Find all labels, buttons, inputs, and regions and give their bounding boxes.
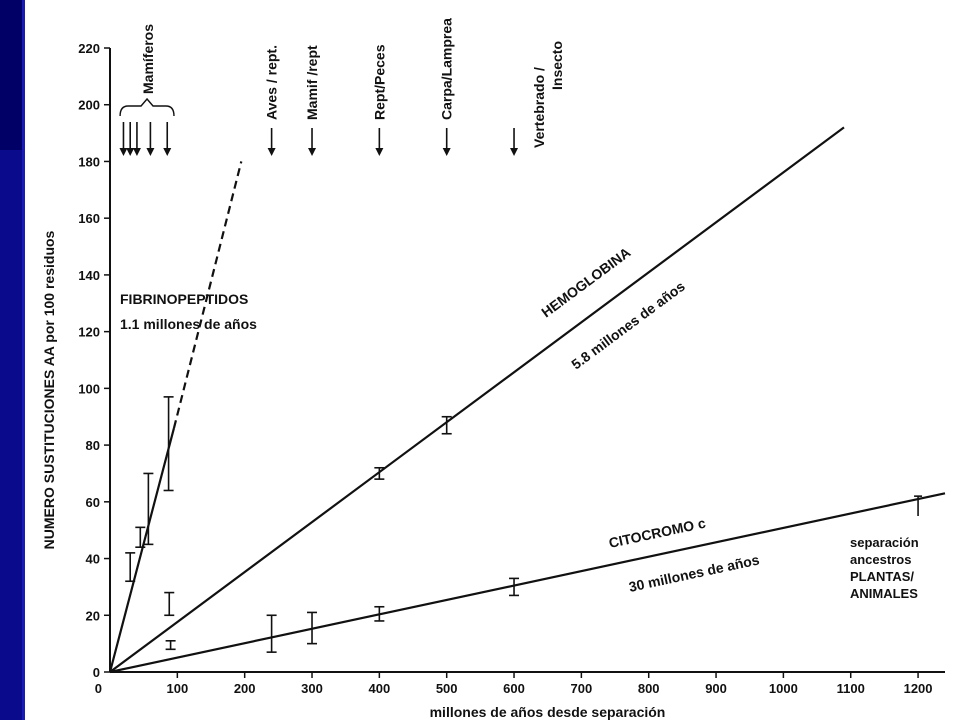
- event-arrow-head: [442, 148, 451, 156]
- series-rate-fibrinopeptidos: 1.1 millones de años: [120, 316, 257, 332]
- y-tick-label: 20: [86, 608, 100, 623]
- x-tick-label: 500: [436, 681, 458, 696]
- event-label: Vertebrado /: [531, 67, 547, 148]
- series-line-dashed-extension: [172, 161, 243, 429]
- mammal-label: Mamíferos: [140, 24, 156, 94]
- y-tick-label: 160: [78, 211, 100, 226]
- event-label: Mamif /rept: [304, 45, 320, 120]
- plant-animal-note-line: ancestros: [850, 552, 911, 567]
- series-line-2: [109, 126, 845, 673]
- mammal-arrow-head: [163, 148, 172, 156]
- event-label: Carpa/Lamprea: [439, 18, 455, 120]
- y-axis-title: NUMERO SUSTITUCIONES AA por 100 residuos: [41, 230, 57, 549]
- mammal-arrow-head: [132, 148, 141, 156]
- x-tick-label: 300: [301, 681, 323, 696]
- y-tick-label: 60: [86, 495, 100, 510]
- slide-side-band-edge: [22, 0, 25, 720]
- y-tick-label: 140: [78, 268, 100, 283]
- x-tick-label: 100: [166, 681, 188, 696]
- slide-side-band: [0, 0, 22, 720]
- slide-side-band-top: [0, 0, 22, 150]
- plant-animal-note-line: ANIMALES: [850, 586, 918, 601]
- x-tick-label: 800: [638, 681, 660, 696]
- series-line-1: [108, 427, 176, 673]
- plant-animal-note-line: PLANTAS/: [850, 569, 914, 584]
- y-tick-label: 80: [86, 438, 100, 453]
- x-tick-label: 0: [95, 681, 102, 696]
- plant-animal-note-line: separación: [850, 535, 919, 550]
- series-label-fibrinopeptidos: FIBRINOPEPTIDOS: [120, 291, 248, 307]
- series-label-hemoglobina: HEMOGLOBINA: [538, 244, 633, 320]
- y-tick-label: 120: [78, 325, 100, 340]
- x-tick-label: 1200: [904, 681, 933, 696]
- x-tick-label: 1100: [837, 681, 865, 696]
- y-tick-label: 200: [78, 98, 100, 113]
- x-tick-label: 1000: [769, 681, 798, 696]
- x-tick-label: 600: [503, 681, 525, 696]
- y-tick-label: 220: [78, 41, 100, 56]
- series-rate-hemoglobina: 5.8 millones de años: [568, 278, 688, 373]
- event-label: Rept/Peces: [371, 44, 387, 120]
- event-arrow-head: [375, 148, 384, 156]
- event-arrow-head: [308, 148, 317, 156]
- mammal-brace: [119, 97, 175, 117]
- x-tick-label: 700: [571, 681, 593, 696]
- mammal-arrow-head: [119, 148, 128, 156]
- event-label: Aves / rept.: [264, 45, 280, 120]
- mammal-arrow-head: [146, 148, 155, 156]
- series-label-citocromo: CITOCROMO c: [607, 515, 707, 551]
- event-label: Insecto: [549, 41, 565, 90]
- y-tick-label: 0: [93, 665, 100, 680]
- mammal-arrow-head: [126, 148, 135, 156]
- series-line-3: [109, 492, 946, 674]
- y-tick-label: 40: [86, 552, 100, 567]
- event-arrow-head: [267, 148, 276, 156]
- x-axis-title: millones de años desde separación: [430, 704, 666, 720]
- event-arrow-head: [510, 148, 519, 156]
- y-tick-label: 100: [78, 381, 100, 396]
- x-tick-label: 400: [369, 681, 391, 696]
- y-tick-label: 180: [78, 154, 100, 169]
- x-tick-label: 900: [705, 681, 727, 696]
- x-tick-label: 200: [234, 681, 256, 696]
